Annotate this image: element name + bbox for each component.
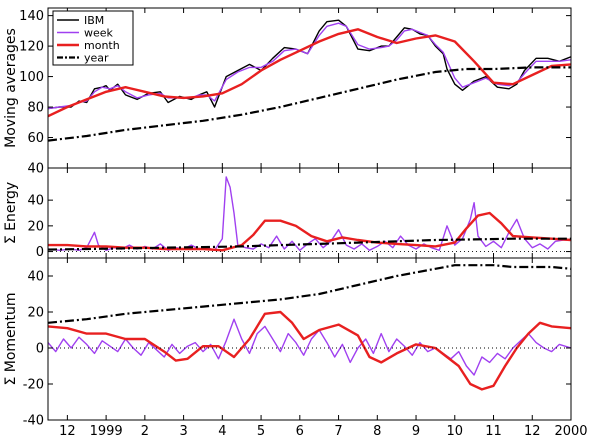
y-tick-label: 60 — [27, 131, 44, 146]
x-tick-label: 8 — [373, 424, 381, 436]
x-tick-label: 2000 — [554, 424, 587, 436]
series-line-year — [48, 237, 571, 251]
y-axis-label: Σ Energy — [3, 182, 19, 244]
x-tick-label: 4 — [218, 424, 226, 436]
x-tick-label: 10 — [447, 424, 464, 436]
series-line-year — [48, 264, 571, 324]
legend-label-month: month — [84, 39, 120, 52]
x-tick-label: 12 — [59, 424, 76, 436]
x-tick-label: 1999 — [90, 424, 123, 436]
x-tick-label: 5 — [257, 424, 265, 436]
y-tick-label: 80 — [27, 101, 44, 116]
y-tick-label: 140 — [19, 9, 44, 24]
y-tick-label: -40 — [23, 414, 44, 429]
y-tick-label: 40 — [27, 162, 44, 177]
legend-label-year: year — [84, 52, 109, 65]
x-tick-label: 3 — [179, 424, 187, 436]
x-tick-label: 11 — [485, 424, 502, 436]
series-line-year — [48, 66, 571, 142]
x-tick-label: 7 — [334, 424, 342, 436]
x-tick-label: 9 — [412, 424, 420, 436]
y-tick-label: 20 — [27, 306, 44, 321]
panel-1: 0 20 40 Σ Energy — [3, 167, 572, 260]
legend-label-week: week — [84, 27, 114, 40]
panel-frame — [47, 257, 572, 421]
series-line-month — [48, 28, 571, 118]
series-line-week — [48, 318, 571, 376]
y-tick-label: 100 — [19, 70, 44, 85]
y-axis-label: Moving averages — [3, 28, 19, 148]
legend-label-IBM: IBM — [84, 14, 104, 27]
y-tick-label: 0 — [36, 245, 44, 260]
x-tick-label: 6 — [296, 424, 304, 436]
series-line-month — [48, 211, 571, 252]
y-tick-label: 120 — [19, 40, 44, 55]
y-tick-label: 40 — [27, 194, 44, 209]
panel-2: -40 -20 0 20 40 Σ Momentum — [3, 257, 572, 429]
y-tick-label: 40 — [27, 270, 44, 285]
x-tick-label: 12 — [524, 424, 541, 436]
x-tick-label: 2 — [141, 424, 149, 436]
y-axis-label: Σ Momentum — [3, 292, 19, 385]
y-tick-label: 20 — [27, 219, 44, 234]
y-tick-label: 0 — [36, 342, 44, 357]
y-tick-label: -20 — [23, 378, 44, 393]
series-line-month — [48, 310, 571, 391]
